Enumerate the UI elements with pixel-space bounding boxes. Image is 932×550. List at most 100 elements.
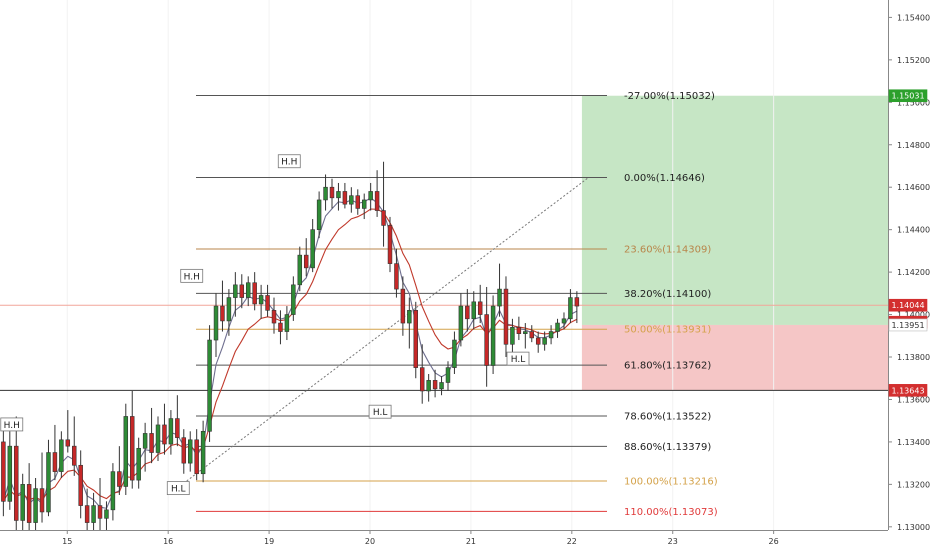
candle-body-up [452, 339, 457, 368]
candle [407, 297, 412, 349]
candle [316, 191, 322, 239]
candle [471, 291, 476, 330]
price-tag-label: 1.13951 [891, 321, 924, 330]
price-tick-label: 1.15200 [897, 56, 930, 65]
candle [535, 331, 541, 353]
candle [465, 289, 470, 332]
candle [329, 178, 335, 209]
candle [394, 248, 399, 298]
candle [207, 325, 212, 442]
swing-label-text: H.H [4, 421, 20, 431]
candle-body-down [477, 301, 483, 315]
price-tick-label: 1.15400 [897, 13, 930, 22]
candle-body-down [529, 331, 534, 339]
candle [432, 369, 438, 398]
candle-body-down [484, 314, 489, 366]
candle [310, 219, 315, 273]
price-tag-box [888, 318, 928, 332]
candle-body-down [381, 210, 386, 226]
candle [65, 410, 71, 453]
candle-body-down [65, 439, 71, 447]
candle [252, 272, 257, 311]
candle [46, 439, 51, 517]
time-tick-label: 22 [567, 537, 577, 546]
candle [239, 274, 245, 309]
candle [200, 420, 206, 483]
fib-level-label: 100.00%(1.13216) [624, 476, 718, 487]
price-tick-label: 1.14800 [897, 141, 930, 150]
candle-body-down [329, 186, 335, 199]
price-tick-label: 1.13800 [897, 353, 930, 362]
swing-label-text: H.L [511, 355, 525, 365]
candle-body-down [84, 505, 90, 523]
candle-body-up [471, 301, 476, 320]
candle [458, 293, 464, 347]
time-tick-label: 23 [668, 537, 678, 546]
price-tag-box [888, 298, 928, 312]
candle-body-down [252, 282, 257, 305]
candle-body-down [220, 305, 225, 322]
candle-body-up [104, 509, 109, 519]
target-zone [581, 95, 888, 325]
candle-body-up [497, 288, 502, 307]
candle-body-up [368, 191, 373, 201]
candle [213, 293, 219, 358]
candle [142, 422, 148, 472]
candle [181, 429, 187, 474]
candle [413, 301, 419, 379]
candle-body-down [175, 418, 180, 438]
candle-body-down [14, 445, 19, 521]
candle-body-up [349, 195, 354, 205]
fib-level-label: 110.00%(1.13073) [624, 507, 718, 518]
price-tick-label: 1.13600 [897, 395, 930, 404]
candle [59, 431, 64, 478]
candle-body-down [535, 337, 541, 345]
candle [136, 437, 141, 489]
candle-body-up [207, 339, 212, 432]
candle-body-down [78, 464, 83, 506]
candle [130, 390, 135, 489]
candle [155, 416, 161, 462]
price-tick-label: 1.13400 [897, 438, 930, 447]
candle-body-down [149, 433, 154, 453]
price-tick-label: 1.14600 [897, 183, 930, 192]
candle-body-down [162, 424, 167, 445]
candle-body-up [548, 331, 554, 339]
candle [52, 424, 58, 481]
candle [516, 316, 522, 341]
candle [497, 263, 502, 317]
candle-body-down [1, 441, 6, 502]
hl-labels: H.H H.H H.H H.L H.L H.L [0, 154, 530, 496]
candle-body-up [136, 447, 141, 481]
candle [297, 246, 303, 292]
candle [72, 416, 77, 476]
candle [258, 284, 264, 319]
candle-body-up [555, 322, 560, 332]
fib-level-label: 61.80%(1.13762) [624, 361, 711, 372]
swing-label: H.L [166, 481, 190, 496]
candle-body-up [20, 484, 25, 521]
swing-label-box [166, 481, 190, 496]
fib-level-label: 78.60%(1.13522) [624, 412, 711, 423]
candle [226, 289, 232, 336]
candle-body-up [155, 424, 161, 453]
candle [342, 182, 348, 209]
candle-body-up [445, 367, 451, 383]
candle [117, 446, 122, 495]
candle-body-up [59, 439, 64, 472]
candle [477, 284, 483, 324]
candle-body-down [465, 305, 470, 320]
candle-body-up [33, 488, 38, 523]
candle [387, 216, 393, 273]
candle [336, 182, 341, 211]
candle-body-up [245, 282, 251, 298]
candle-body-up [200, 431, 206, 475]
candle-body-up [291, 284, 296, 315]
candle-body-down [432, 380, 438, 390]
candle-body-up [284, 314, 290, 332]
candle [568, 289, 573, 324]
candle [39, 452, 45, 523]
price-tag: 1.13951 [888, 318, 928, 332]
